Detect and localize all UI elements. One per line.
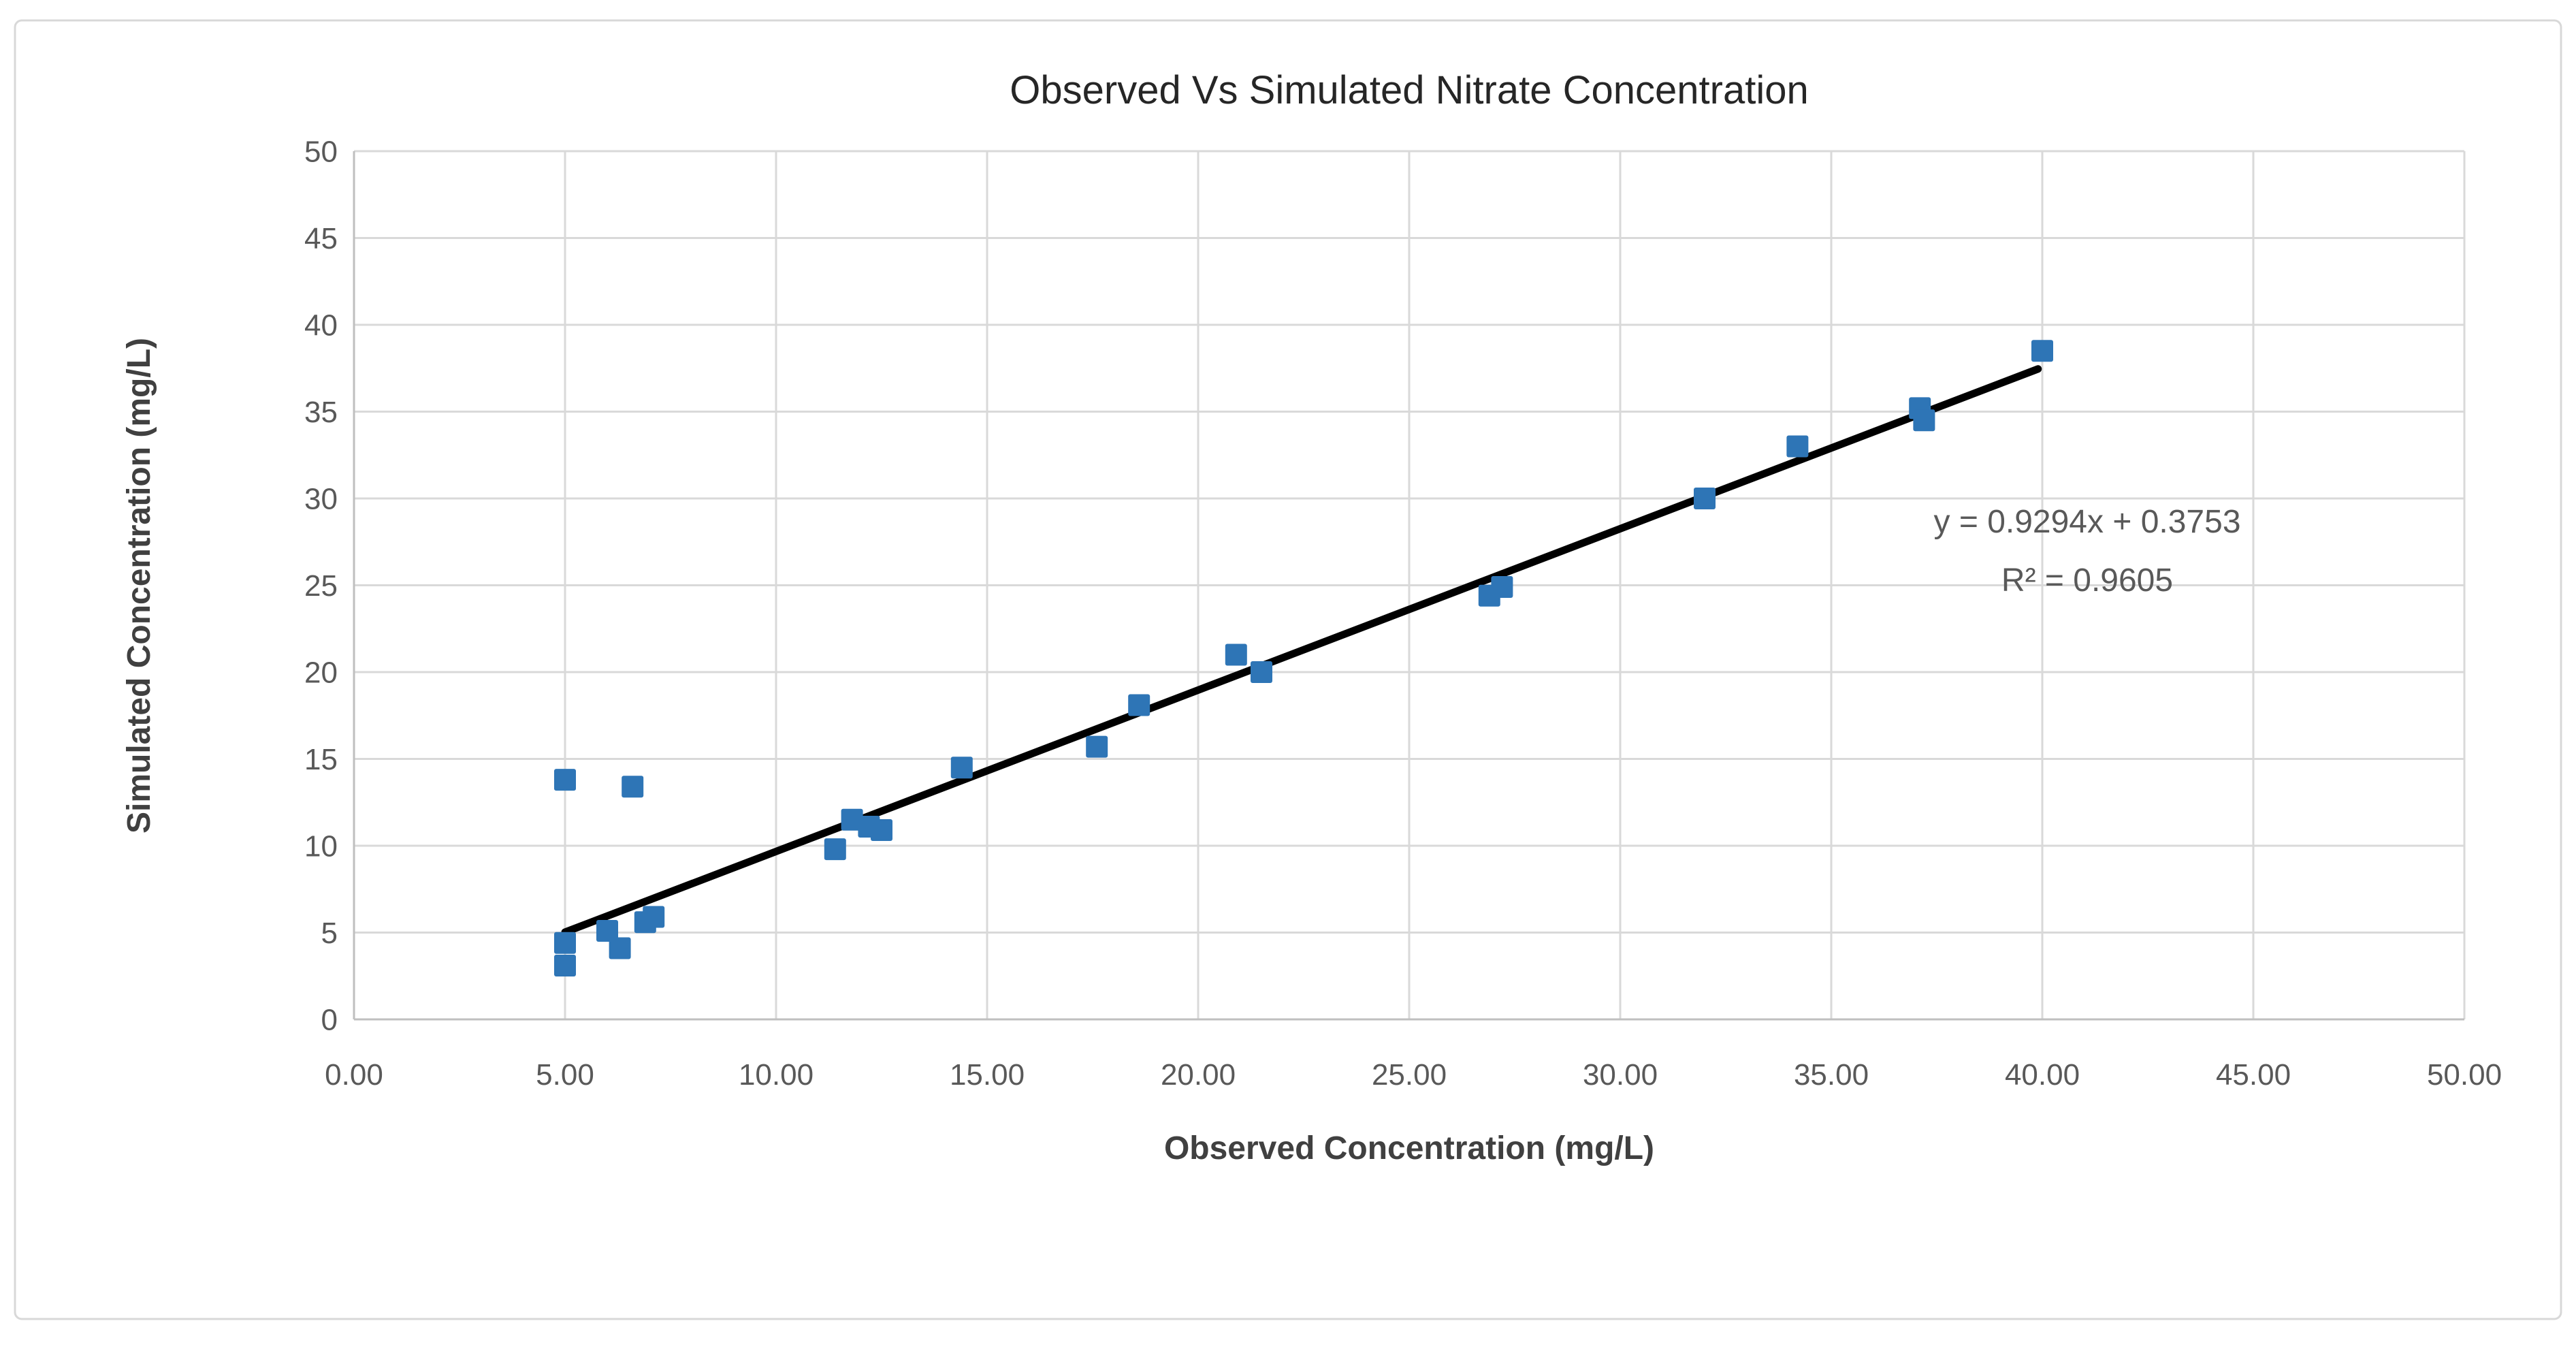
trendline-equation-label: y = 0.9294x + 0.3753 (1933, 504, 2240, 540)
y-tick-label: 0 (321, 1003, 338, 1036)
data-points (554, 340, 2053, 976)
trendline (561, 365, 2042, 936)
data-point-marker (1913, 409, 1935, 432)
x-tick-label: 0.00 (325, 1058, 383, 1092)
data-point-marker (1225, 643, 1247, 666)
y-tick-label: 15 (304, 743, 338, 776)
x-tick-label: 30.00 (1583, 1058, 1658, 1092)
data-point-marker (1491, 576, 1513, 599)
x-axis-tick-labels: 0.00 5.00 10.00 15.00 20.00 25.00 30.00 35.00 40… (325, 1058, 2502, 1092)
x-tick-label: 25.00 (1372, 1058, 1447, 1092)
data-point-marker (643, 906, 665, 928)
y-tick-label: 10 (304, 829, 338, 863)
data-point-marker (554, 932, 576, 954)
data-point-marker (950, 757, 973, 779)
y-tick-label: 35 (304, 396, 338, 429)
y-axis-tick-labels: 0 5 10 15 20 25 30 35 40 45 50 (304, 135, 338, 1036)
data-point-marker (871, 819, 892, 842)
y-tick-label: 45 (304, 222, 338, 255)
data-point-marker (1694, 488, 1716, 509)
x-tick-label: 40.00 (2005, 1058, 2080, 1092)
data-point-marker (1251, 661, 1272, 683)
data-point-marker (596, 919, 618, 942)
data-point-marker (1086, 735, 1108, 758)
data-point-marker (554, 769, 576, 791)
y-tick-label: 30 (304, 482, 338, 515)
data-point-marker (2031, 340, 2053, 362)
data-point-marker (554, 954, 576, 976)
y-tick-label: 25 (304, 569, 338, 603)
data-point-marker (824, 838, 846, 861)
data-point-marker (1786, 435, 1809, 458)
x-tick-label: 45.00 (2216, 1058, 2291, 1092)
y-tick-label: 5 (321, 917, 338, 950)
y-tick-label: 40 (304, 308, 338, 342)
chart-title: Observed Vs Simulated Nitrate Concentrat… (1010, 68, 1808, 112)
figure-border (14, 19, 2562, 1320)
axis-lines (353, 151, 2464, 1021)
trendline-r-squared-label: R² = 0.9605 (2001, 562, 2173, 599)
x-tick-label: 20.00 (1161, 1058, 1236, 1092)
x-tick-label: 5.00 (536, 1058, 594, 1092)
data-point-marker (841, 808, 863, 831)
x-tick-label: 10.00 (739, 1058, 814, 1092)
y-tick-label: 20 (304, 656, 338, 689)
data-point-marker (1128, 694, 1150, 716)
x-axis-title: Observed Concentration (mg/L) (1164, 1130, 1654, 1166)
data-point-marker (609, 937, 631, 959)
x-tick-label: 15.00 (950, 1058, 1025, 1092)
y-axis-title: Simulated Concentration (mg/L) (121, 338, 157, 833)
y-tick-label: 50 (304, 135, 338, 168)
data-point-marker (622, 776, 644, 798)
x-tick-label: 50.00 (2427, 1058, 2502, 1092)
x-tick-label: 35.00 (1794, 1058, 1869, 1092)
